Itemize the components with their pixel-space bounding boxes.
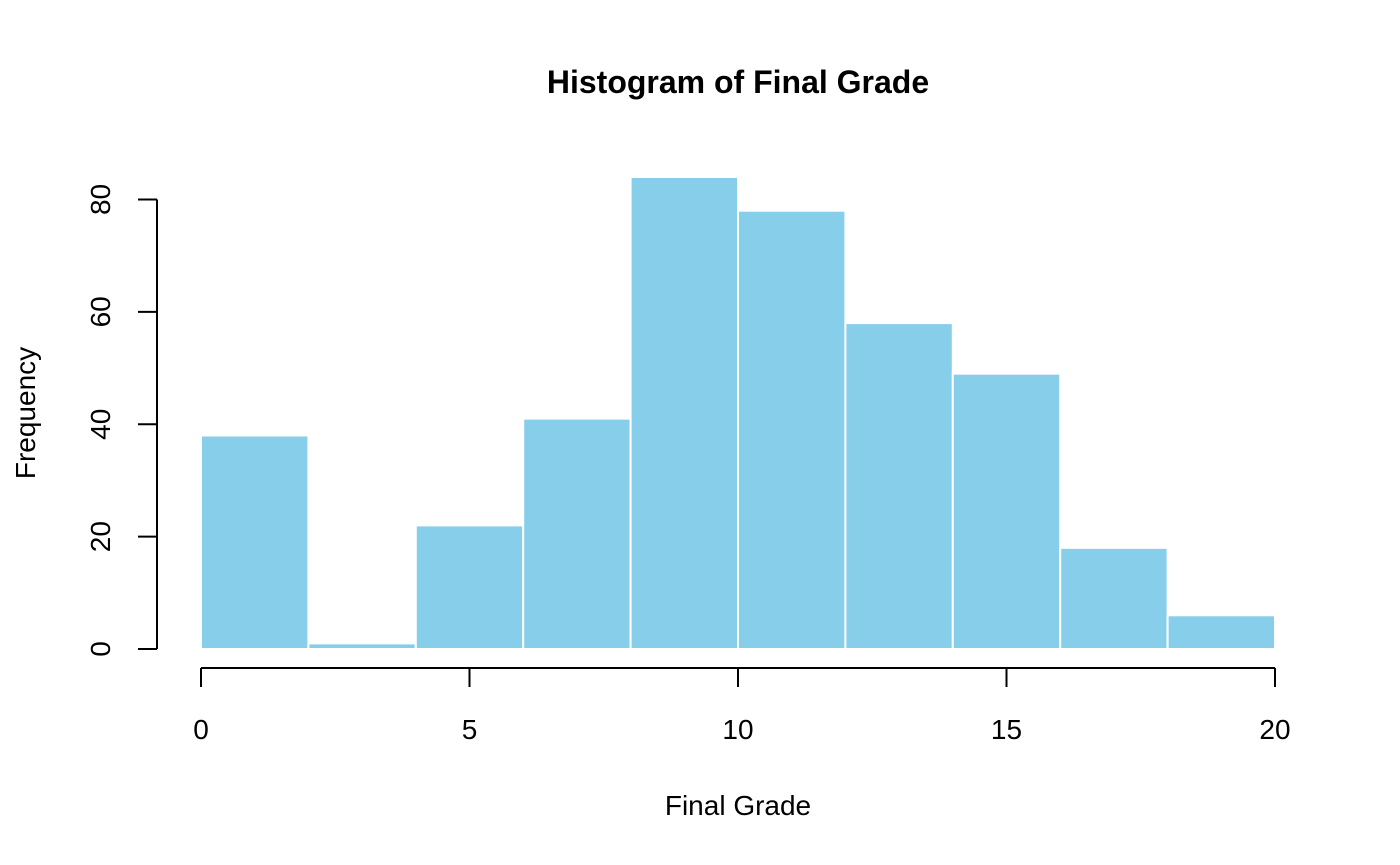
histogram-bar: [844, 322, 954, 650]
histogram-bar: [200, 434, 310, 650]
y-tick-label: 60: [85, 296, 116, 327]
x-tick-label: 5: [462, 714, 478, 745]
y-tick-label: 80: [85, 184, 116, 215]
y-axis: 0 20 40 60 80: [85, 184, 158, 657]
histogram-bar: [951, 372, 1062, 650]
histogram-bar: [1166, 614, 1276, 650]
x-tick-label: 0: [193, 714, 209, 745]
x-tick-label: 20: [1259, 714, 1290, 745]
histogram-bar: [629, 176, 739, 650]
x-tick-label: 10: [722, 714, 753, 745]
histogram-bar: [307, 642, 417, 651]
y-tick-label: 0: [85, 641, 116, 657]
chart-title: Histogram of Final Grade: [547, 64, 929, 100]
x-tick-label: 15: [991, 714, 1022, 745]
histogram-bar: [414, 524, 525, 651]
histogram-bar: [737, 209, 847, 650]
y-axis-label: Frequency: [10, 347, 41, 479]
y-tick-label: 20: [85, 521, 116, 552]
bars-group: [200, 176, 1276, 651]
x-axis-label: Final Grade: [665, 790, 811, 821]
y-tick-label: 40: [85, 409, 116, 440]
x-axis: 0 5 10 15 20: [193, 667, 1291, 745]
histogram-bar: [522, 417, 632, 650]
histogram-bar: [1059, 546, 1169, 650]
